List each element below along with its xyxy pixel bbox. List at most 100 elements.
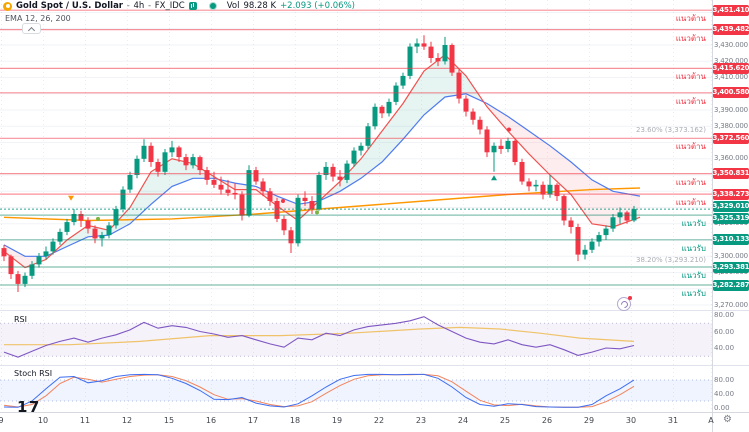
candle — [379, 106, 385, 114]
buy-marker — [491, 175, 497, 181]
candle — [323, 166, 329, 175]
candle — [92, 228, 98, 239]
candle — [603, 228, 609, 236]
stoch-k-line — [3, 373, 635, 408]
candle — [141, 145, 147, 159]
candle — [162, 152, 168, 172]
candle — [169, 147, 175, 153]
candle — [456, 72, 462, 99]
candle — [540, 184, 546, 195]
symbol-name: Gold Spot / U.S. Dollar — [16, 1, 123, 11]
candle — [155, 162, 161, 172]
candle — [484, 129, 490, 153]
candle — [449, 45, 455, 73]
candle — [211, 179, 217, 185]
candlestick-chart-icon — [188, 2, 197, 10]
candle — [29, 264, 35, 276]
legend-collapse-button[interactable] — [22, 23, 41, 34]
interval-label[interactable]: 4h — [133, 1, 145, 11]
candle — [624, 212, 630, 221]
candle — [526, 181, 532, 187]
candle — [337, 176, 343, 180]
candle — [596, 235, 602, 242]
signal-dot — [281, 199, 285, 203]
candle — [246, 170, 252, 216]
rsi-pane-label[interactable]: RSI — [14, 315, 27, 324]
gear-icon[interactable]: ⚙ — [723, 414, 732, 425]
candle — [64, 222, 70, 232]
candle — [36, 256, 42, 265]
candle — [176, 147, 182, 158]
candle — [295, 197, 301, 244]
price-change: +2.093 (+0.06%) — [280, 1, 355, 11]
candle — [470, 111, 476, 120]
candle — [260, 181, 266, 192]
candle — [1, 248, 7, 257]
candle — [99, 235, 105, 239]
candle — [498, 145, 504, 149]
symbol-title[interactable]: Gold Spot / U.S. Dollar - 4h - FX_IDC — [16, 1, 185, 11]
candle — [568, 220, 574, 227]
candle — [351, 150, 357, 164]
candle — [71, 214, 77, 223]
candle — [519, 162, 525, 182]
replay-icon[interactable] — [617, 296, 632, 311]
candle — [435, 58, 441, 62]
candle — [421, 43, 427, 47]
candle — [78, 214, 84, 221]
signal-dot — [315, 210, 319, 215]
site-logo-icon — [3, 1, 12, 11]
market-status-icon[interactable] — [208, 2, 217, 10]
candle — [204, 170, 210, 180]
candle — [50, 241, 56, 252]
candle — [225, 189, 231, 193]
candle — [309, 201, 315, 210]
candle — [239, 194, 245, 216]
candle — [302, 197, 308, 201]
candle — [267, 191, 273, 201]
candle — [113, 209, 119, 226]
rsi-ma-line — [4, 326, 635, 346]
candle — [512, 140, 518, 162]
candle — [148, 145, 154, 162]
candle — [477, 119, 483, 130]
candle — [22, 275, 28, 284]
candle — [43, 251, 49, 257]
candle — [330, 166, 336, 177]
title-separator: - — [126, 1, 130, 11]
candle — [183, 157, 189, 166]
candle — [393, 85, 399, 102]
candle — [316, 175, 322, 210]
candle — [134, 158, 140, 175]
candle — [127, 175, 133, 190]
candle — [190, 157, 196, 166]
sell-marker — [68, 195, 74, 201]
candle — [106, 225, 112, 236]
candle — [288, 230, 294, 244]
signal-dot — [96, 216, 100, 221]
candle — [386, 101, 392, 114]
ema-legend[interactable]: EMA 12, 26, 200 — [5, 14, 71, 23]
candle — [57, 231, 63, 242]
rsi-line — [3, 316, 635, 358]
candle — [575, 227, 581, 255]
candle — [8, 256, 14, 275]
candle — [561, 196, 567, 221]
candle — [428, 46, 434, 58]
candle — [344, 163, 350, 180]
candle — [491, 145, 497, 153]
candle — [582, 249, 588, 255]
exchange-label: FX_IDC — [154, 1, 185, 11]
tradingview-logo: 17 — [17, 398, 41, 416]
candle — [589, 241, 595, 250]
stoch-rsi-pane-label[interactable]: Stoch RSI — [14, 369, 53, 378]
candle — [442, 45, 448, 62]
candle — [610, 217, 616, 229]
volume-value: 98.28 K — [243, 1, 277, 11]
candle — [197, 157, 203, 171]
candle — [365, 126, 371, 146]
candle — [407, 46, 413, 76]
title-separator: - — [147, 1, 152, 11]
candle — [547, 184, 553, 195]
